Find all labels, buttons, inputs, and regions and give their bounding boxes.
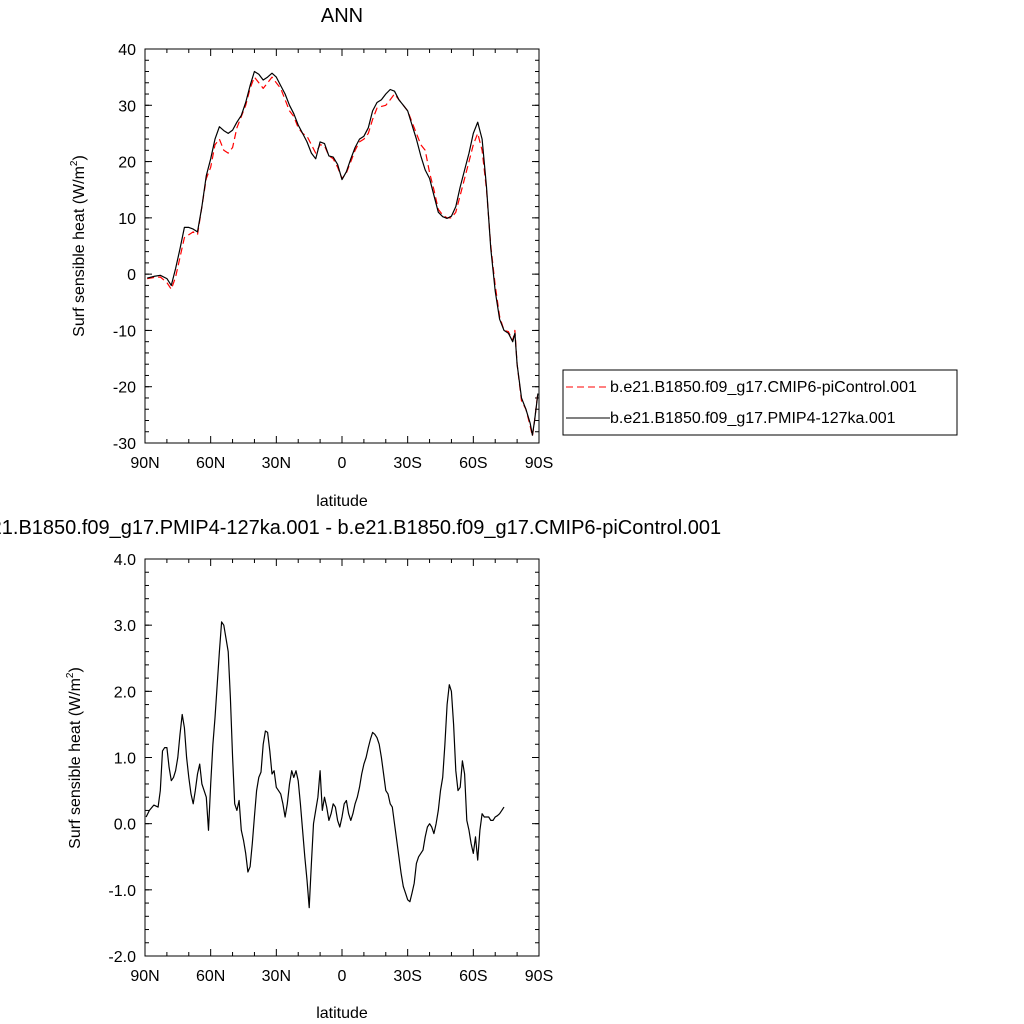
bottom-chart-ylabel-main: Surf sensible heat (W/m bbox=[67, 678, 84, 849]
bottom-chart-ylabel-sup: 2 bbox=[65, 672, 76, 678]
bottom-x-tick-label: 90S bbox=[525, 968, 553, 985]
bottom-series-line-0 bbox=[145, 621, 505, 909]
bottom-chart-ticks: 90N 60N 30N 0 30S 60S 90S -2.0 -1.0 0.0 1.0 2.0 3.0 4… bbox=[108, 552, 553, 985]
bottom-y-tick-label: 4.0 bbox=[114, 552, 136, 569]
top-x-tick-label: 60S bbox=[459, 455, 487, 472]
bottom-x-tick-label: 0 bbox=[338, 968, 347, 985]
legend-box bbox=[562, 369, 958, 436]
top-chart-ylabel-sup: 2 bbox=[69, 160, 80, 166]
top-x-tick-label: 90S bbox=[525, 455, 553, 472]
bottom-y-tick-label: -1.0 bbox=[108, 883, 136, 900]
bottom-x-tick-label: 60S bbox=[459, 968, 487, 985]
top-chart-panel: ANN 90N 60N 30N 0 30S 60S 90S -30 -20 -10 0 10 20 30 4… bbox=[69, 5, 958, 510]
top-chart-ylabel-end: ) bbox=[71, 155, 88, 160]
bottom-chart-ylabel: Surf sensible heat (W/m2) bbox=[65, 667, 84, 849]
top-series-line-0 bbox=[147, 76, 539, 437]
bottom-x-tick-label: 30N bbox=[262, 968, 291, 985]
top-chart-ylabel-main: Surf sensible heat (W/m bbox=[71, 166, 88, 337]
bottom-y-tick-label: 1.0 bbox=[114, 751, 136, 768]
top-y-tick-label: 0 bbox=[127, 267, 136, 284]
top-y-tick-label: 40 bbox=[118, 42, 136, 59]
bottom-y-tick-label: 2.0 bbox=[114, 684, 136, 701]
bottom-y-tick-label: -2.0 bbox=[108, 949, 136, 966]
bottom-y-tick-label: 3.0 bbox=[114, 618, 136, 635]
top-chart-xlabel: latitude bbox=[316, 493, 368, 510]
top-x-tick-label: 60N bbox=[196, 455, 225, 472]
bottom-chart-plot-area bbox=[144, 558, 540, 957]
top-x-tick-label: 90N bbox=[130, 455, 159, 472]
legend-label-pmip4: b.e21.B1850.f09_g17.PMIP4-127ka.001 bbox=[610, 410, 896, 427]
top-chart-ticks: 90N 60N 30N 0 30S 60S 90S -30 -20 -10 0 10 20 30 40 bbox=[113, 42, 553, 472]
legend-label-picontrol: b.e21.B1850.f09_g17.CMIP6-piControl.001 bbox=[610, 379, 917, 396]
bottom-x-tick-label: 30S bbox=[393, 968, 421, 985]
top-chart-title: ANN bbox=[321, 5, 363, 27]
top-chart-series bbox=[147, 70, 539, 437]
top-x-tick-label: 30S bbox=[393, 455, 421, 472]
bottom-x-tick-label: 60N bbox=[196, 968, 225, 985]
top-chart-legend: b.e21.B1850.f09_g17.CMIP6-piControl.001 … bbox=[562, 369, 958, 436]
top-chart-ylabel: Surf sensible heat (W/m2) bbox=[69, 155, 88, 337]
top-x-tick-label: 30N bbox=[262, 455, 291, 472]
top-series-line-1 bbox=[147, 70, 539, 436]
bottom-x-tick-label: 90N bbox=[130, 968, 159, 985]
top-chart-plot-area bbox=[144, 48, 540, 444]
bottom-chart-title: b.e21.B1850.f09_g17.PMIP4-127ka.001 - b.… bbox=[0, 517, 721, 539]
top-y-tick-label: 10 bbox=[118, 211, 136, 228]
bottom-chart-xlabel: latitude bbox=[316, 1005, 368, 1022]
top-y-tick-label: -20 bbox=[113, 380, 136, 397]
top-x-tick-label: 0 bbox=[338, 455, 347, 472]
top-y-tick-label: -30 bbox=[113, 436, 136, 453]
top-y-tick-label: 20 bbox=[118, 155, 136, 172]
bottom-chart-ylabel-end: ) bbox=[67, 667, 84, 672]
top-y-tick-label: -10 bbox=[113, 323, 136, 340]
bottom-chart-series bbox=[145, 621, 505, 909]
bottom-chart-panel: b.e21.B1850.f09_g17.PMIP4-127ka.001 - b.… bbox=[0, 517, 721, 1022]
bottom-y-tick-label: 0.0 bbox=[114, 817, 136, 834]
top-y-tick-label: 30 bbox=[118, 98, 136, 115]
